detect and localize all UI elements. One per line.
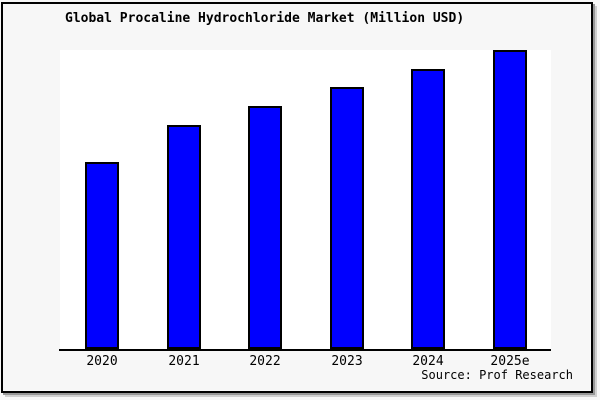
- x-axis-line: [59, 349, 551, 351]
- bar-2023: [330, 87, 364, 349]
- x-tick-label-2022: 2022: [249, 354, 281, 369]
- x-tick-label-2020: 2020: [86, 354, 118, 369]
- chart-title: Global Procaline Hydrochloride Market (M…: [65, 11, 465, 26]
- x-tick-label-2023: 2023: [331, 354, 363, 369]
- x-tick-label-2025e: 2025e: [490, 354, 530, 369]
- bar-2025e: [493, 50, 527, 349]
- plot-area: [60, 50, 551, 349]
- x-tick-label-2021: 2021: [168, 354, 200, 369]
- source-credit: Source: Prof Research: [421, 368, 573, 382]
- bar-2022: [248, 106, 282, 349]
- bar-2024: [411, 69, 445, 349]
- x-tick-label-2024: 2024: [412, 354, 444, 369]
- bar-2021: [167, 125, 201, 349]
- bar-2020: [85, 162, 119, 349]
